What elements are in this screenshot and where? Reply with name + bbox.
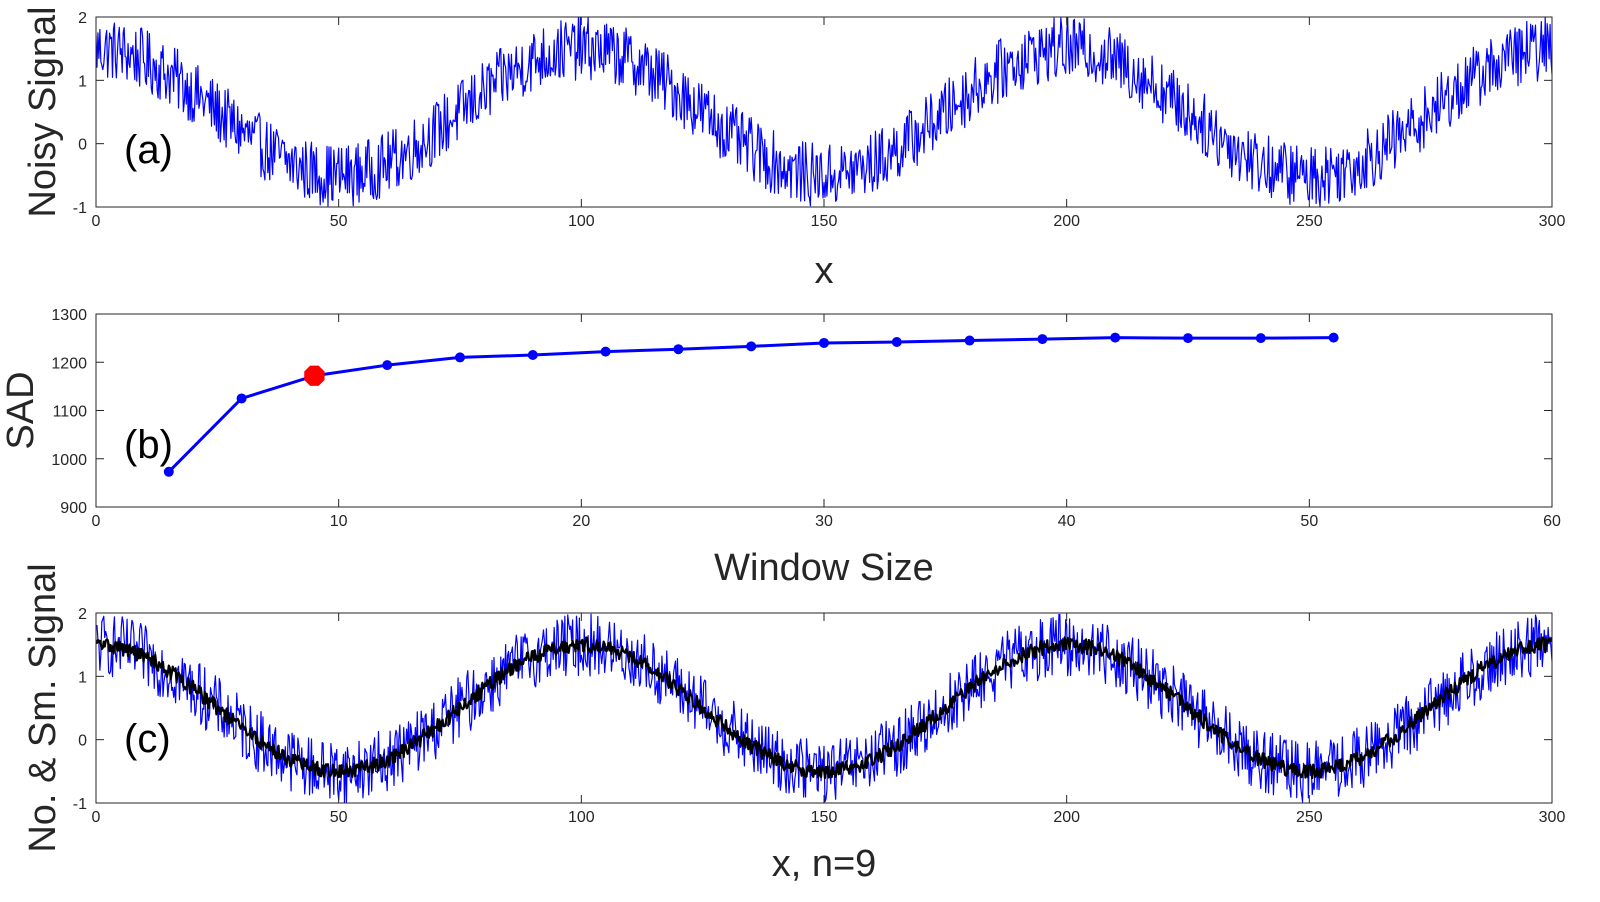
panel-a-y-axis-label: Noisy Signal (22, 6, 64, 217)
x-tick-label: 100 (568, 809, 595, 826)
selected-window-marker (304, 365, 325, 386)
sad-point (236, 393, 247, 404)
y-tick-label: 0 (78, 137, 87, 154)
y-tick-label: 1000 (51, 452, 87, 469)
x-tick-label: 50 (1300, 513, 1318, 530)
panel-b-y-axis-label: SAD (0, 371, 42, 449)
sad-point (673, 344, 684, 355)
x-tick-label: 0 (92, 513, 101, 530)
sad-point (1328, 332, 1339, 343)
x-tick-label: 150 (811, 809, 838, 826)
panel-a-plot-area (96, 17, 1552, 207)
x-tick-label: 150 (811, 213, 838, 230)
x-tick-label: 50 (330, 213, 348, 230)
x-tick-label: 100 (568, 213, 595, 230)
panel-b-tag: (b) (124, 423, 173, 467)
x-tick-label: 60 (1543, 513, 1561, 530)
sad-point (382, 360, 393, 371)
x-tick-label: 20 (572, 513, 590, 530)
panel-b-x-ticks: 0 10 20 30 40 50 60 (92, 314, 1561, 530)
sad-point (746, 341, 757, 352)
panel-c-y-ticks: -1 0 1 2 (73, 606, 1552, 813)
panel-b-x-axis-label: Window Size (714, 547, 934, 589)
panel-c-x-axis-label: x, n=9 (772, 843, 877, 885)
y-tick-label: 0 (78, 733, 87, 750)
y-tick-label: 900 (60, 500, 87, 517)
x-tick-label: 10 (330, 513, 348, 530)
panel-b-plot-area (163, 332, 1339, 477)
y-tick-label: 1300 (51, 307, 87, 324)
x-tick-label: 30 (815, 513, 833, 530)
x-tick-label: 200 (1053, 213, 1080, 230)
y-tick-label: 1200 (51, 355, 87, 372)
panel-a-tag: (a) (124, 128, 173, 172)
panel-c-tag: (c) (124, 717, 171, 761)
noisy-signal-line (96, 17, 1552, 207)
sad-point (891, 336, 902, 347)
sad-point (819, 337, 829, 348)
y-tick-label: 1100 (53, 404, 88, 421)
panel-a-x-ticks: 0 50 100 150 200 250 300 (92, 17, 1566, 230)
panel-c-y-axis-label: No. & Sm. Signal (22, 563, 64, 852)
panel-b-y-ticks: 900 1000 1100 1200 1300 (51, 307, 1552, 517)
sad-point (455, 352, 465, 363)
x-tick-label: 250 (1296, 213, 1323, 230)
x-tick-label: 0 (92, 809, 101, 826)
sad-point (1255, 333, 1266, 344)
x-tick-label: 300 (1539, 809, 1566, 826)
sad-point (600, 346, 611, 357)
sad-point (964, 335, 975, 346)
panel-a-x-axis-label: x (815, 250, 834, 292)
y-tick-label: -1 (73, 796, 87, 813)
x-tick-label: 300 (1539, 213, 1566, 230)
panel-a-y-ticks: -1 0 1 2 (73, 10, 1552, 217)
x-tick-label: 50 (330, 809, 348, 826)
smoothed-signal-line (96, 636, 1552, 780)
panel-b: 0 10 20 30 40 50 60 900 1000 1100 1200 1300 Window… (0, 307, 1561, 589)
y-tick-label: 2 (78, 10, 87, 27)
y-tick-label: 1 (78, 669, 87, 686)
sad-point (1037, 334, 1048, 345)
x-tick-label: 200 (1053, 809, 1080, 826)
panel-c-plot-area (96, 613, 1552, 803)
sad-point (163, 466, 174, 477)
x-tick-label: 0 (92, 213, 101, 230)
y-tick-label: 2 (78, 606, 87, 623)
panel-c-x-ticks: 0 50 100 150 200 250 300 (92, 613, 1566, 826)
panel-c: 0 50 100 150 200 250 300 -1 0 1 2 x, n=9 No. & Sm… (22, 563, 1565, 885)
x-tick-label: 250 (1296, 809, 1323, 826)
y-tick-label: -1 (73, 200, 87, 217)
x-tick-label: 40 (1058, 513, 1076, 530)
sad-line (167, 336, 1334, 473)
sad-point (1110, 332, 1121, 343)
sad-point (527, 350, 538, 361)
sad-point (1183, 333, 1193, 344)
y-tick-label: 1 (78, 73, 87, 90)
